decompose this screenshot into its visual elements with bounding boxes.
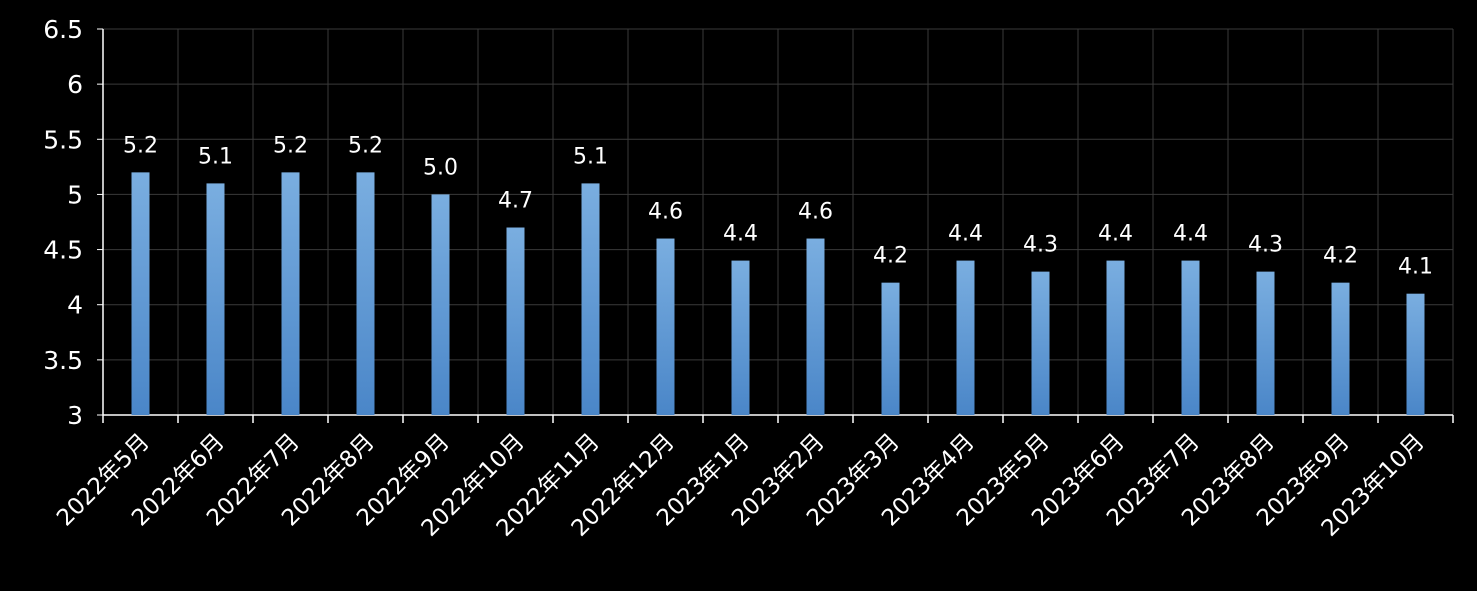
bar — [1406, 293, 1425, 415]
bar — [581, 183, 600, 415]
data-label: 4.4 — [723, 222, 758, 247]
bar — [1106, 260, 1125, 415]
bar — [881, 282, 900, 415]
bar — [431, 194, 450, 415]
data-label: 4.4 — [948, 222, 983, 247]
y-tick-label: 6 — [67, 70, 83, 99]
bar — [1181, 260, 1200, 415]
bar — [1256, 271, 1275, 415]
data-labels: 5.2 5.1 5.2 5.2 5.0 4.7 5.1 4.6 4.4 4.6 4.2 4.4 4.3 4… — [123, 133, 1433, 279]
gridlines — [103, 28, 1454, 415]
data-label: 5.2 — [348, 133, 383, 158]
data-label: 4.4 — [1098, 222, 1133, 247]
data-label: 4.4 — [1173, 222, 1208, 247]
y-tick-label: 3.5 — [43, 346, 83, 375]
y-tick-label: 3 — [67, 401, 83, 430]
bar — [956, 260, 975, 415]
data-label: 5.2 — [273, 133, 308, 158]
data-label: 5.1 — [573, 144, 608, 169]
data-label: 4.3 — [1248, 233, 1283, 258]
data-label: 5.0 — [423, 155, 458, 180]
data-label: 4.3 — [1023, 233, 1058, 258]
data-label: 4.7 — [498, 189, 533, 214]
y-tick-label: 6.5 — [43, 15, 83, 44]
x-axis — [102, 414, 1454, 423]
bar — [206, 183, 225, 415]
data-label: 5.1 — [198, 144, 233, 169]
bar — [656, 238, 675, 415]
data-label: 5.2 — [123, 133, 158, 158]
bars — [131, 172, 1425, 415]
bar — [131, 172, 150, 415]
y-tick-label: 5 — [67, 180, 83, 209]
bar — [1331, 282, 1350, 415]
y-tick-label: 4 — [67, 291, 83, 320]
bar — [281, 172, 300, 415]
data-label: 4.6 — [798, 200, 833, 225]
bar — [356, 172, 375, 415]
data-label: 4.6 — [648, 200, 683, 225]
y-axis: 3 3.5 4 4.5 5 5.5 6 6.5 — [43, 15, 104, 430]
bar — [731, 260, 750, 415]
y-tick-label: 5.5 — [43, 125, 83, 154]
y-tick-label: 4.5 — [43, 236, 83, 265]
data-label: 4.2 — [873, 244, 908, 269]
category-labels: 2022年5月2022年6月2022年7月2022年8月2022年9月2022年… — [52, 429, 1430, 542]
data-label: 4.2 — [1323, 244, 1358, 269]
bar — [1031, 271, 1050, 415]
data-label: 4.1 — [1398, 255, 1433, 280]
bar — [806, 238, 825, 415]
bar — [506, 227, 525, 415]
